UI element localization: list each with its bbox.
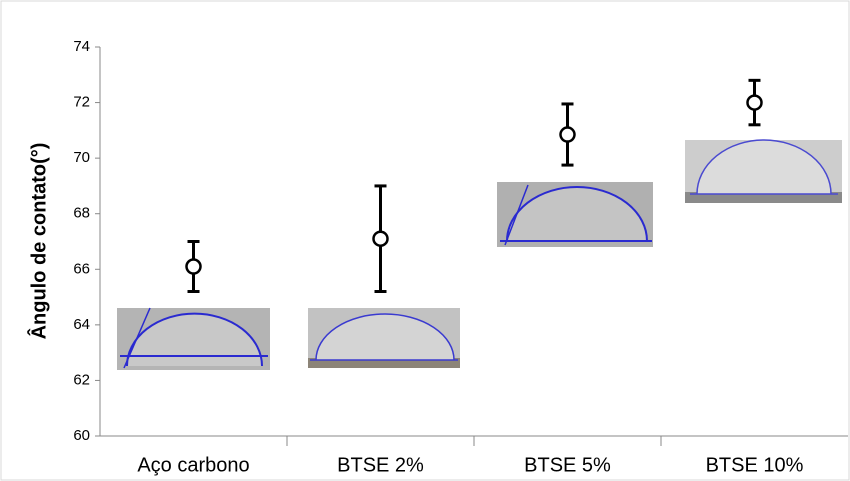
droplet-photo (685, 139, 842, 203)
marker (559, 126, 576, 143)
droplet-photo (497, 182, 653, 247)
marker (185, 258, 202, 275)
y-tick-label: 66 (73, 260, 90, 277)
x-tick-label: BTSE 10% (706, 454, 804, 476)
marker (372, 230, 389, 247)
y-tick-label: 70 (73, 149, 90, 166)
y-tick-label: 60 (73, 427, 90, 444)
marker (746, 94, 763, 111)
y-tick-label: 64 (73, 316, 90, 333)
x-tick-label: BTSE 5% (524, 454, 611, 476)
y-tick-label: 62 (73, 371, 90, 388)
x-tick-label: Aço carbono (137, 454, 249, 476)
droplet-photo (308, 308, 460, 368)
droplet-insets (117, 139, 842, 370)
y-tick-label: 74 (73, 38, 90, 55)
x-tick-label: BTSE 2% (337, 454, 424, 476)
y-axis-label: Ângulo de contato(°) (26, 143, 50, 340)
droplet-photo (117, 307, 270, 370)
y-tick-label: 72 (73, 94, 90, 111)
y-tick-label: 68 (73, 205, 90, 222)
